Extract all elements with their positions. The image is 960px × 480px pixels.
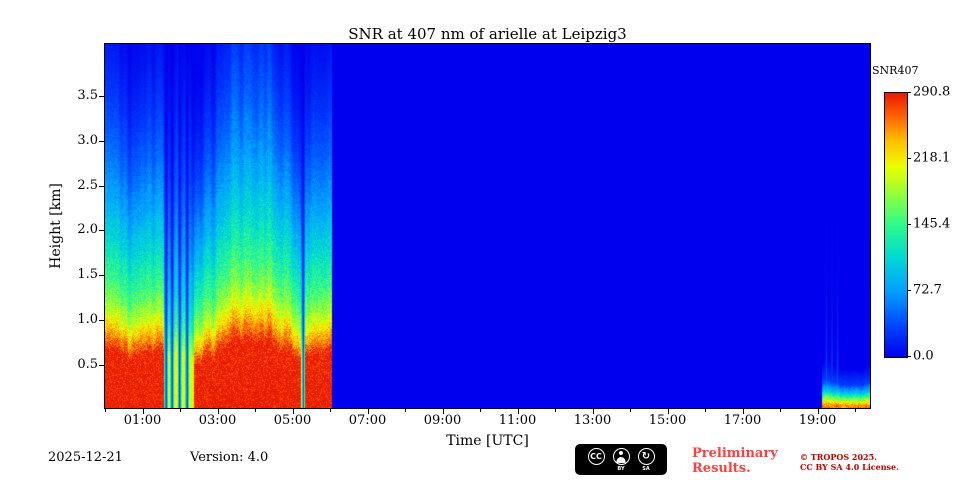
- preliminary-note: Preliminary Results.: [692, 446, 778, 476]
- colorbar-tick-mark: [907, 290, 911, 291]
- x-minor-tick-mark: [180, 409, 181, 412]
- x-tick-mark: [667, 409, 669, 414]
- x-minor-tick-mark: [405, 409, 406, 412]
- y-tick-mark: [99, 96, 104, 97]
- x-minor-tick-mark: [780, 409, 781, 412]
- preliminary-line-1: Preliminary: [692, 446, 778, 461]
- cc-by-label: BY: [617, 466, 625, 472]
- x-tick-label: 17:00: [723, 413, 762, 428]
- x-tick-label: 11:00: [498, 413, 537, 428]
- colorbar-tick-label: 0.0: [913, 348, 934, 364]
- colorbar-gradient: [885, 93, 907, 357]
- sa-arrow-icon: ↻: [641, 450, 651, 462]
- cc-badge-col: BY: [612, 448, 630, 472]
- x-minor-tick-mark: [330, 409, 331, 412]
- x-minor-tick-mark: [555, 409, 556, 412]
- x-tick-label: 07:00: [348, 413, 387, 428]
- chart-title: SNR at 407 nm of arielle at Leipzig3: [348, 25, 627, 43]
- heatmap-canvas: [105, 44, 870, 408]
- x-tick-label: 03:00: [198, 413, 237, 428]
- plot-area: [104, 43, 871, 409]
- x-tick-mark: [742, 409, 744, 414]
- cc-badge-col: CC: [587, 448, 605, 465]
- cc-icon-text: CC: [590, 452, 602, 461]
- x-tick-mark: [817, 409, 819, 414]
- x-minor-tick-mark: [855, 409, 856, 412]
- y-tick-mark: [99, 140, 104, 142]
- y-tick-label: 3.0: [77, 132, 98, 148]
- x-minor-tick-mark: [705, 409, 706, 412]
- colorbar-tick-mark: [907, 92, 911, 93]
- x-tick-label: 05:00: [273, 413, 312, 428]
- colorbar-label: SNR407: [872, 64, 919, 77]
- person-body-icon: [616, 456, 626, 463]
- y-tick-label: 3.5: [77, 88, 98, 103]
- y-tick-mark: [99, 275, 104, 277]
- cc-sa-icon: ↻: [637, 448, 655, 465]
- x-tick-mark: [517, 409, 519, 414]
- y-tick-mark: [99, 230, 104, 232]
- colorbar-tick-label: 218.1: [913, 150, 951, 166]
- y-tick-label: 0.5: [77, 356, 98, 372]
- cc-license-badge: CC BY ↻ SA: [575, 444, 667, 475]
- y-tick-mark: [99, 185, 104, 187]
- x-axis-label: Time [UTC]: [446, 433, 529, 449]
- y-tick-label: 1.5: [77, 267, 98, 283]
- x-tick-mark: [217, 409, 219, 414]
- x-tick-mark: [142, 409, 144, 414]
- copyright-note: © TROPOS 2025. CC BY SA 4.0 License.: [800, 452, 899, 472]
- copyright-line-1: © TROPOS 2025.: [800, 452, 877, 462]
- colorbar-tick-mark: [907, 356, 911, 357]
- x-tick-label: 15:00: [648, 413, 687, 428]
- y-tick-label: 2.0: [77, 222, 98, 238]
- x-tick-mark: [592, 409, 594, 414]
- colorbar-tick-mark: [907, 158, 911, 159]
- y-tick-label: 1.0: [77, 312, 98, 328]
- x-tick-label: 09:00: [423, 413, 462, 428]
- x-minor-tick-mark: [255, 409, 256, 412]
- preliminary-line-2: Results.: [692, 461, 751, 476]
- person-head-icon: [619, 451, 623, 455]
- cc-icon: CC: [587, 448, 605, 465]
- y-tick-label: 2.5: [77, 177, 98, 193]
- colorbar-tick-label: 290.8: [913, 84, 951, 100]
- x-minor-tick-mark: [105, 409, 106, 412]
- x-tick-label: 01:00: [123, 413, 162, 428]
- colorbar-tick-label: 72.7: [913, 282, 942, 298]
- colorbar: [884, 92, 908, 358]
- x-tick-mark: [442, 409, 444, 414]
- x-tick-label: 19:00: [798, 413, 837, 428]
- footer-date: 2025-12-21: [48, 450, 123, 465]
- colorbar-tick-mark: [907, 224, 911, 225]
- y-tick-mark: [99, 320, 104, 322]
- cc-by-person-icon: [612, 448, 630, 465]
- x-minor-tick-mark: [480, 409, 481, 412]
- cc-badge-col: ↻ SA: [637, 448, 655, 472]
- x-tick-label: 13:00: [573, 413, 612, 428]
- x-tick-mark: [367, 409, 369, 414]
- footer-version: Version: 4.0: [190, 450, 269, 465]
- x-tick-mark: [292, 409, 294, 414]
- copyright-line-2: CC BY SA 4.0 License.: [800, 462, 899, 472]
- cc-sa-label: SA: [642, 466, 650, 472]
- colorbar-tick-label: 145.4: [913, 216, 951, 232]
- y-tick-mark: [99, 364, 104, 366]
- x-minor-tick-mark: [630, 409, 631, 412]
